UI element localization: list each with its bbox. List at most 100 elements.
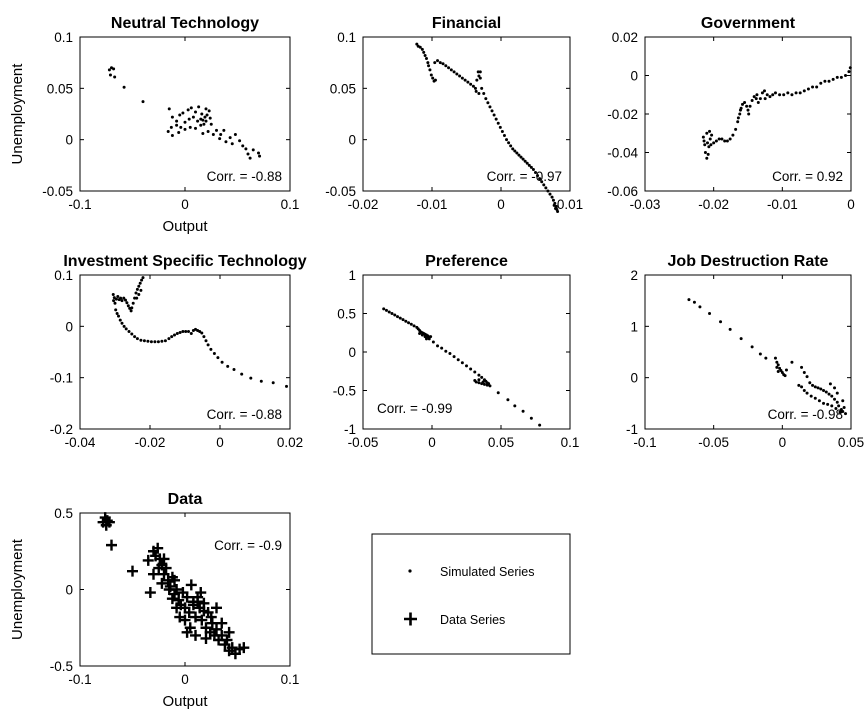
data-point bbox=[111, 293, 115, 297]
data-point bbox=[199, 123, 203, 127]
data-point bbox=[108, 73, 112, 77]
data-point-plus bbox=[174, 611, 186, 623]
data-point bbox=[135, 337, 139, 341]
data-point bbox=[444, 64, 448, 68]
data-point bbox=[552, 203, 556, 207]
data-point bbox=[205, 113, 209, 117]
data-point bbox=[835, 391, 839, 395]
data-point bbox=[478, 76, 482, 80]
data-point bbox=[122, 296, 126, 300]
data-point bbox=[492, 113, 496, 117]
data-point bbox=[811, 85, 815, 89]
data-point bbox=[212, 352, 216, 356]
legend-dot-marker bbox=[408, 569, 412, 573]
data-point bbox=[191, 115, 195, 119]
y-axis-label: Unemployment bbox=[9, 63, 26, 165]
data-point bbox=[198, 329, 202, 333]
data-point bbox=[705, 156, 709, 160]
data-point bbox=[712, 141, 716, 145]
y-tick-label: 0 bbox=[630, 371, 638, 386]
data-point bbox=[477, 381, 481, 385]
data-point bbox=[790, 360, 794, 364]
legend-item-simulated: Simulated Series bbox=[440, 565, 535, 579]
x-tick-label: 0.1 bbox=[281, 672, 300, 687]
x-tick-label: -0.02 bbox=[348, 197, 379, 212]
data-point bbox=[469, 82, 473, 86]
data-point bbox=[710, 133, 714, 137]
data-point bbox=[401, 318, 405, 322]
data-point bbox=[703, 143, 707, 147]
data-point bbox=[817, 399, 821, 403]
data-point-plus bbox=[187, 599, 199, 611]
data-point bbox=[765, 93, 769, 97]
data-point bbox=[179, 125, 183, 129]
data-point bbox=[436, 344, 440, 348]
data-point bbox=[835, 75, 839, 79]
y-tick-label: 0.5 bbox=[54, 506, 73, 521]
data-point bbox=[734, 127, 738, 131]
data-point bbox=[112, 296, 116, 300]
data-point bbox=[138, 281, 142, 285]
data-point bbox=[194, 110, 197, 114]
data-points bbox=[687, 298, 848, 416]
data-point bbox=[431, 76, 435, 80]
data-point bbox=[178, 330, 182, 334]
data-point bbox=[412, 324, 416, 328]
y-tick-label: 0 bbox=[348, 133, 356, 148]
data-point bbox=[429, 73, 433, 77]
data-point bbox=[739, 337, 743, 341]
y-tick-label: 0.05 bbox=[47, 81, 73, 96]
data-point bbox=[521, 409, 525, 413]
data-point bbox=[124, 327, 128, 331]
data-point bbox=[204, 107, 208, 111]
data-point-plus bbox=[190, 629, 201, 641]
data-point-plus bbox=[226, 642, 238, 654]
data-point bbox=[196, 119, 200, 123]
data-point bbox=[517, 153, 521, 157]
data-point bbox=[409, 322, 413, 326]
data-point-plus bbox=[221, 634, 233, 646]
y-tick-label: 0 bbox=[630, 69, 638, 84]
data-point bbox=[826, 402, 830, 406]
data-point bbox=[488, 384, 492, 388]
data-point bbox=[544, 186, 548, 190]
plot-frame bbox=[362, 36, 571, 192]
x-tick-label: -0.05 bbox=[698, 435, 729, 450]
data-point bbox=[209, 122, 213, 126]
x-tick-label: 0.05 bbox=[488, 435, 514, 450]
data-point bbox=[692, 300, 696, 304]
data-point bbox=[423, 53, 427, 57]
data-point bbox=[458, 74, 462, 78]
data-point bbox=[257, 151, 260, 155]
data-point bbox=[455, 72, 459, 76]
data-point bbox=[835, 400, 839, 404]
data-point bbox=[738, 108, 742, 112]
data-point-plus bbox=[198, 605, 210, 617]
data-point bbox=[215, 128, 218, 132]
data-point bbox=[800, 385, 804, 389]
data-point bbox=[251, 148, 255, 152]
data-point bbox=[776, 363, 780, 367]
data-point-plus bbox=[181, 626, 193, 638]
data-point bbox=[806, 87, 810, 91]
x-tick-label: 0.02 bbox=[277, 435, 303, 450]
data-point bbox=[387, 310, 391, 314]
y-tick-label: 0 bbox=[348, 345, 356, 360]
legend-item-data: Data Series bbox=[440, 613, 505, 627]
x-tick-label: -0.01 bbox=[417, 197, 448, 212]
data-point bbox=[748, 104, 752, 108]
data-point bbox=[519, 155, 523, 159]
data-point bbox=[228, 136, 232, 140]
data-point bbox=[546, 189, 550, 193]
data-point bbox=[426, 61, 430, 65]
data-point bbox=[768, 95, 772, 99]
data-point bbox=[848, 66, 852, 70]
x-tick-label: -0.04 bbox=[65, 435, 96, 450]
data-point bbox=[844, 412, 848, 416]
data-point bbox=[811, 383, 815, 387]
data-point bbox=[146, 339, 150, 343]
data-point bbox=[473, 370, 477, 374]
data-point bbox=[115, 312, 119, 315]
data-point bbox=[133, 296, 137, 300]
data-point bbox=[720, 137, 724, 141]
